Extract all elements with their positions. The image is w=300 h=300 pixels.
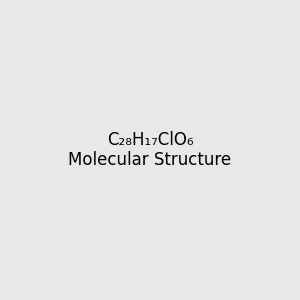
Text: C₂₈H₁₇ClO₆
Molecular Structure: C₂₈H₁₇ClO₆ Molecular Structure xyxy=(68,130,232,170)
